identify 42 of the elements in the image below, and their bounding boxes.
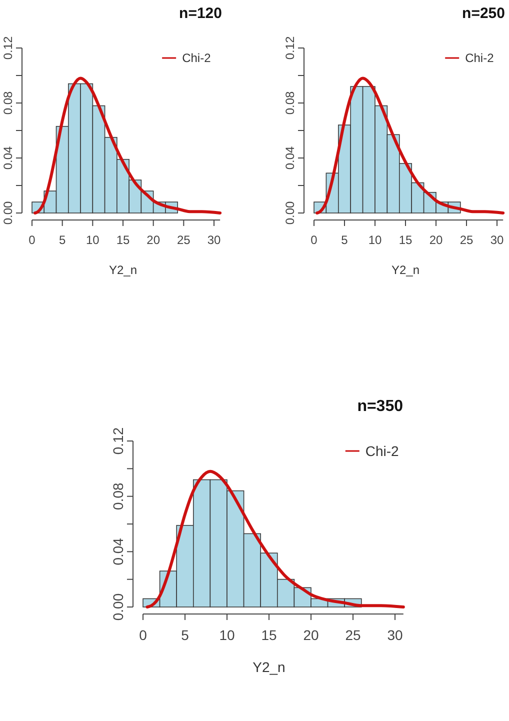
chart-title: n=120 [179,5,222,22]
y-tick-label: 0.08 [1,91,15,115]
x-tick-label: 0 [310,233,318,247]
x-tick-label: 30 [387,627,403,643]
x-axis-title: Y2_n [252,659,286,675]
x-tick-label: 20 [303,627,319,643]
y-tick-label: 0.00 [1,201,15,225]
x-tick-label: 5 [181,627,190,643]
x-tick-label: 30 [207,233,221,247]
x-axis-title: Y2_n [108,263,138,277]
chart-title: n=350 [357,398,404,415]
x-tick-label: 10 [86,233,100,247]
x-tick-label: 15 [116,233,130,247]
y-tick-label: 0.12 [283,36,297,60]
x-tick-label: 10 [368,233,382,247]
y-tick-label: 0.00 [283,201,297,225]
x-axis-title: Y2_n [391,263,420,277]
y-tick-label: 0.12 [110,427,126,455]
x-tick-label: 10 [219,627,235,643]
y-tick-label: 0.08 [283,91,297,115]
y-tick-label: 0.12 [1,36,15,60]
x-tick-label: 20 [429,233,443,247]
legend-label: Chi-2 [365,442,400,459]
x-tick-label: 5 [341,233,348,247]
x-tick-label: 0 [28,233,36,247]
y-tick-label: 0.04 [283,146,297,170]
legend-label: Chi-2 [182,51,212,66]
y-tick-label: 0.08 [110,482,126,510]
x-tick-label: 15 [398,233,412,247]
x-tick-label: 20 [146,233,160,247]
y-tick-label: 0.04 [1,146,15,170]
legend-label: Chi-2 [465,51,494,66]
chart-title: n=250 [462,5,505,22]
y-tick-label: 0.00 [110,593,126,621]
x-tick-label: 25 [345,627,361,643]
y-tick-label: 0.04 [110,538,126,566]
x-tick-label: 25 [460,233,474,247]
x-tick-label: 5 [58,233,66,247]
x-tick-label: 15 [261,627,277,643]
x-tick-label: 30 [490,233,504,247]
x-tick-label: 25 [176,233,191,247]
x-tick-label: 0 [139,627,148,643]
